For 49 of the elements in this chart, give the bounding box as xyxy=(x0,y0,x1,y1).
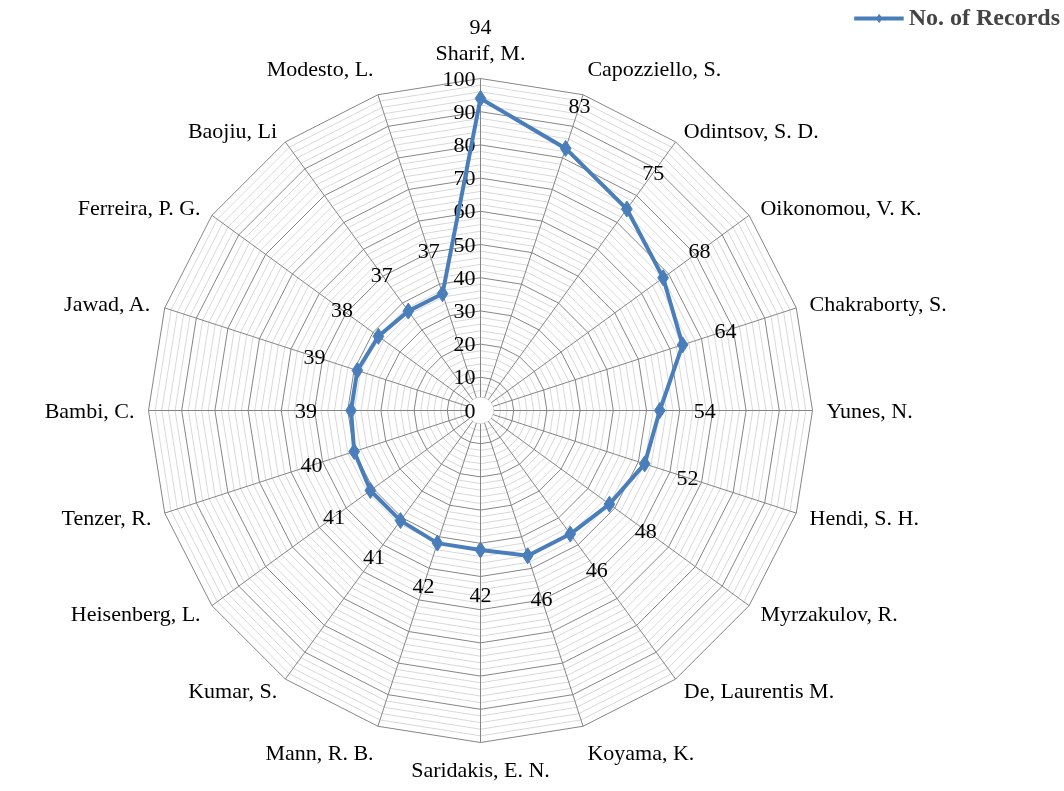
y-tick-label: 50 xyxy=(453,231,476,257)
spoke-label: Odintsov, S. D. xyxy=(683,118,819,144)
spoke-label: Capozziello, S. xyxy=(587,56,722,82)
data-label: 40 xyxy=(300,452,323,478)
y-tick-label: 40 xyxy=(453,264,476,290)
data-label: 39 xyxy=(295,397,318,423)
data-label: 52 xyxy=(676,464,699,490)
spoke-label: Jawad, A. xyxy=(64,291,151,317)
spoke-label: Yunes, N. xyxy=(826,398,913,423)
data-label: 38 xyxy=(331,296,354,322)
spoke-label: Sharif, M. xyxy=(435,39,526,65)
legend-label: No. of Records xyxy=(908,4,1060,31)
data-label: 41 xyxy=(363,544,386,570)
data-label: 46 xyxy=(585,557,608,583)
data-label: 37 xyxy=(417,237,440,263)
data-label: 64 xyxy=(714,317,737,343)
spoke-label: Heisenberg, L. xyxy=(70,601,201,627)
spoke-label: Hendi, S. H. xyxy=(809,504,919,530)
spoke-label: Mann, R. B. xyxy=(265,739,374,765)
data-label: 75 xyxy=(642,159,665,185)
spoke-label: Ferreira, P. G. xyxy=(77,194,201,220)
data-label: 68 xyxy=(688,238,711,264)
data-label: 83 xyxy=(568,92,591,118)
data-label: 42 xyxy=(469,581,492,607)
spoke-label: Tenzer, R. xyxy=(61,504,152,530)
spoke-label: Baojiu, Li xyxy=(187,118,278,144)
spoke-label: Modesto, L. xyxy=(266,56,374,82)
y-tick-label: 20 xyxy=(453,331,476,357)
data-label: 54 xyxy=(693,397,716,423)
y-tick-label: 0 xyxy=(464,397,476,423)
y-tick-label: 100 xyxy=(442,65,476,91)
data-label: 41 xyxy=(322,503,345,529)
y-tick-label: 10 xyxy=(453,364,476,390)
data-label: 39 xyxy=(303,343,326,369)
spoke-label: Oikonomou, V. K. xyxy=(760,194,922,220)
spoke-label: Koyama, K. xyxy=(587,739,695,765)
y-tick-label: 30 xyxy=(453,297,476,323)
data-label: 94 xyxy=(469,13,492,39)
spoke-label: Bambi, C. xyxy=(44,398,135,423)
spoke-label: Myrzakulov, R. xyxy=(760,601,898,627)
spoke-label: Saridakis, E. N. xyxy=(411,756,550,782)
data-label: 42 xyxy=(412,572,435,598)
spoke-label: Kumar, S. xyxy=(188,677,278,703)
spoke-label: De, Laurentis M. xyxy=(683,677,835,703)
spoke-label: Chakraborty, S. xyxy=(809,291,947,317)
data-label: 37 xyxy=(370,261,393,287)
y-tick-label: 90 xyxy=(453,98,476,124)
data-label: 48 xyxy=(634,517,657,543)
data-label: 46 xyxy=(530,585,553,611)
